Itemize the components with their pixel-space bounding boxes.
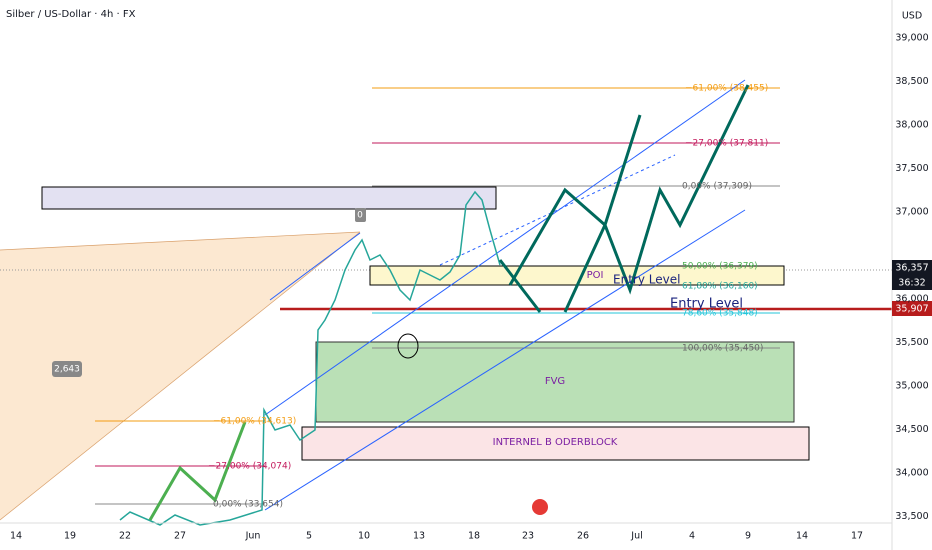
level-price-box [892, 301, 932, 316]
x-tick-label: 17 [851, 531, 863, 542]
fvg-label: FVG [545, 376, 565, 387]
fib-label: 100,00% (35,450) [682, 344, 763, 354]
entry-label: Entry Level [670, 297, 743, 312]
fib-label: 50,00% (36,379) [682, 262, 758, 272]
y-tick-label: 38,000 [895, 120, 928, 131]
last-price: 36,357 [895, 263, 928, 274]
poi-label: POI [587, 270, 604, 281]
price-path [119, 190, 501, 526]
arrow [498, 259, 542, 313]
x-tick-label: 10 [358, 531, 370, 542]
bar-marker: 0 [357, 211, 363, 221]
y-tick-label: 33,500 [895, 511, 928, 522]
fib-label: 61,80% (36,160) [682, 282, 758, 292]
event-icon [532, 499, 548, 515]
y-tick-label: 37,000 [895, 207, 928, 218]
y-tick-label: 39,000 [895, 33, 928, 44]
countdown: 36:32 [898, 278, 925, 289]
orderblock-label: INTERNEL B ODERBLOCK [493, 437, 618, 448]
x-tick-label: 4 [689, 531, 695, 542]
arrow [563, 84, 750, 313]
y-tick-label: 36,000 [895, 294, 928, 305]
last-price-box [892, 260, 932, 290]
level-price: 35,907 [895, 304, 928, 315]
x-tick-label: 18 [468, 531, 480, 542]
range-label: 2,643 [54, 365, 80, 375]
x-tick-label: 14 [796, 531, 808, 542]
range-edge [0, 231, 361, 521]
chart-title: Silber / US-Dollar · 4h · FX [6, 9, 136, 20]
y-tick-label: 35,000 [895, 381, 928, 392]
channel-mid [439, 154, 676, 266]
marker-circle [397, 333, 419, 359]
x-tick-label: 22 [119, 531, 131, 542]
fib-label: −61,00% (38,455) [685, 84, 768, 94]
x-tick-label: 13 [413, 531, 425, 542]
arrow [508, 114, 642, 286]
zone [41, 186, 497, 210]
fib-label: −27,00% (34,074) [208, 462, 291, 472]
channel-line [264, 79, 746, 416]
x-tick-label: 9 [745, 531, 751, 542]
fib-label: 0,00% (37,309) [682, 182, 752, 192]
y-tick-label: 37,500 [895, 163, 928, 174]
y-tick-label: 34,000 [895, 468, 928, 479]
fib-label: 0,00% (33,654) [213, 500, 283, 510]
y-tick-label: 38,500 [895, 76, 928, 87]
label-box [355, 208, 366, 222]
fvg-zone [315, 341, 795, 423]
orderblock-zone [301, 426, 810, 461]
fib-label: 78,60% (35,848) [682, 309, 758, 319]
y-tick-label: 34,500 [895, 424, 928, 435]
y-tick-label: 35,500 [895, 337, 928, 348]
trend-line [269, 232, 361, 301]
x-tick-label: 23 [522, 531, 534, 542]
channel-line [264, 209, 746, 511]
x-tick-label: 19 [64, 531, 76, 542]
label-box [52, 361, 82, 377]
x-tick-label: 5 [306, 531, 312, 542]
arrow [148, 421, 247, 521]
entry-label: Entry Level [613, 273, 680, 287]
fib-label: −61,00% (34,613) [213, 417, 296, 427]
x-tick-label: 26 [577, 531, 589, 542]
range-edge [0, 231, 361, 251]
x-tick-label: Jul [630, 531, 642, 542]
fib-label: −27,00% (37,811) [685, 139, 768, 149]
currency: USD [902, 11, 922, 22]
x-tick-label: 14 [10, 531, 22, 542]
x-tick-label: 27 [174, 531, 186, 542]
x-tick-label: Jun [245, 531, 261, 542]
